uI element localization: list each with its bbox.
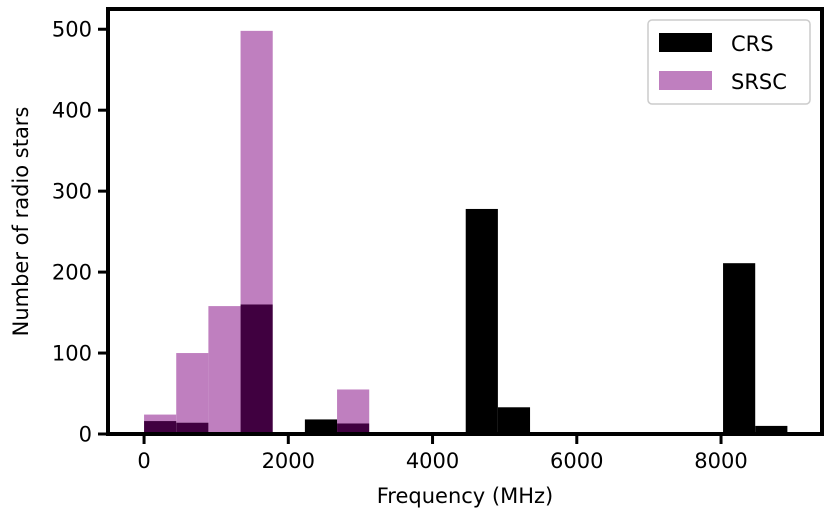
legend-swatch-crs — [659, 33, 712, 52]
y-axis-label: Number of radio stars — [9, 107, 33, 337]
crs-bar — [465, 208, 498, 434]
y-tick-label: 0 — [79, 423, 92, 447]
srsc-bar — [337, 389, 370, 424]
legend-swatch-srsc — [659, 71, 712, 90]
srsc-bar — [144, 414, 177, 422]
y-tick-label: 500 — [52, 18, 92, 42]
x-axis-ticks: 0 2000 4000 6000 8000 — [137, 434, 748, 473]
y-axis-ticks: 0 100 200 300 400 500 — [52, 18, 108, 447]
x-tick-label: 4000 — [406, 449, 459, 473]
overlap-bar — [144, 421, 177, 434]
crs-bar — [755, 425, 788, 434]
x-tick-label: 6000 — [550, 449, 603, 473]
x-tick-label: 2000 — [262, 449, 315, 473]
y-tick-label: 300 — [52, 180, 92, 204]
y-tick-label: 100 — [52, 342, 92, 366]
srsc-bar — [208, 306, 241, 434]
crs-bar — [723, 263, 756, 434]
x-axis-label: Frequency (MHz) — [377, 484, 553, 508]
crs-bar — [304, 419, 338, 434]
crs-bars — [304, 208, 788, 434]
legend-label-crs: CRS — [731, 32, 774, 56]
crs-bar — [497, 407, 531, 434]
overlap-bar — [337, 423, 370, 434]
overlap-bar — [176, 422, 209, 434]
plot-frame — [106, 7, 824, 436]
srsc-bars — [144, 30, 370, 434]
overlap-bars — [144, 304, 370, 434]
srsc-bar — [240, 30, 273, 305]
x-tick-label: 0 — [137, 449, 150, 473]
x-tick-label: 8000 — [694, 449, 747, 473]
overlap-bar — [240, 304, 273, 434]
y-tick-label: 400 — [52, 99, 92, 123]
srsc-bar — [176, 353, 209, 423]
legend-label-srsc: SRSC — [731, 70, 787, 94]
y-tick-label: 200 — [52, 261, 92, 285]
legend: CRS SRSC — [647, 19, 811, 105]
